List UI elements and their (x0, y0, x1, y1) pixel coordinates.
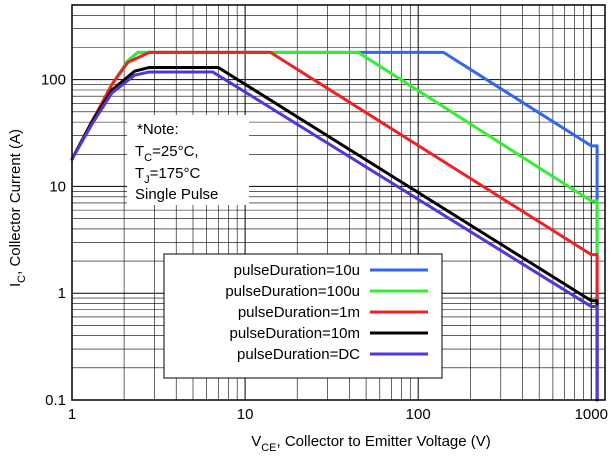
legend: pulseDuration=10u pulseDuration=100u pulse… (163, 253, 443, 379)
x-tick-label: 100 (406, 406, 431, 423)
legend-label: pulseDuration=1m (238, 304, 360, 321)
y-tick-label: 0.1 (45, 392, 66, 409)
series-line-5 (70, 70, 599, 402)
legend-box (163, 253, 443, 379)
y-tick-label: 1 (58, 285, 66, 302)
y-tick-label: 10 (49, 178, 66, 195)
y-axis-label-prefix: I (7, 283, 24, 287)
note-annotation: *Note: TC=25°C, TJ=175°C Single Pulse (127, 115, 249, 205)
note-line-2-rest: =25°C, (152, 143, 198, 160)
plot-frame (71, 4, 606, 401)
note-line-3-subscript: J (144, 174, 150, 186)
note-line-2-prefix: T (135, 143, 144, 160)
note-line-3-prefix: T (135, 165, 144, 182)
x-axis-label-rest: , Collector to Emitter Voltage (V) (277, 433, 491, 450)
y-axis-label: IC, Collector Current (A) (7, 129, 28, 287)
legend-label: pulseDuration=10u (234, 262, 360, 279)
x-axis-label: VCE, Collector to Emitter Voltage (V) (251, 433, 491, 454)
x-axis-label-prefix: V (251, 433, 261, 450)
y-tick-label: 100 (41, 72, 66, 89)
legend-label: pulseDuration=100u (225, 283, 360, 300)
y-axis-label-rest: , Collector Current (A) (7, 129, 24, 275)
legend-label: pulseDuration=DC (237, 346, 360, 363)
x-tick-label: 1 (68, 406, 76, 423)
note-line-2: TC=25°C, (135, 143, 199, 164)
note-line-4: Single Pulse (135, 186, 218, 203)
x-axis-label-subscript: CE (261, 442, 276, 454)
series-group (70, 50, 599, 402)
note-background (127, 115, 249, 205)
y-axis-label-subscript: C (16, 275, 28, 283)
legend-label: pulseDuration=10m (230, 325, 361, 342)
x-tick-label: 10 (237, 406, 254, 423)
note-line-1: *Note: (137, 121, 179, 138)
x-tick-label: 1000 (575, 406, 608, 423)
note-line-3-rest: =175°C (150, 165, 201, 182)
note-line-2-subscript: C (144, 152, 152, 164)
note-line-3: TJ=175°C (135, 165, 200, 186)
